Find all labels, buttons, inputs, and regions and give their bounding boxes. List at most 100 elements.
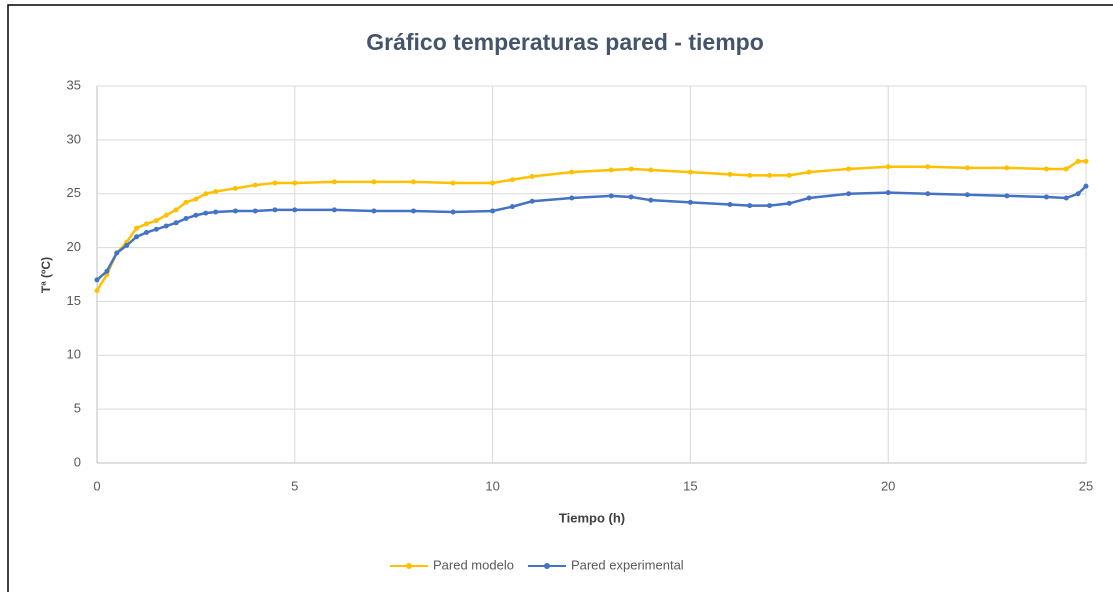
y-tick-label: 35 bbox=[67, 77, 81, 92]
data-point bbox=[509, 177, 515, 183]
data-point bbox=[232, 208, 238, 214]
data-point bbox=[143, 229, 149, 235]
data-point bbox=[628, 166, 634, 172]
data-point bbox=[134, 234, 140, 240]
data-point bbox=[529, 173, 535, 179]
data-point bbox=[272, 207, 278, 213]
y-tick-label: 15 bbox=[67, 293, 81, 308]
data-point bbox=[925, 191, 931, 197]
data-point bbox=[727, 171, 733, 177]
data-point bbox=[173, 207, 179, 213]
data-point bbox=[371, 208, 377, 214]
data-point bbox=[203, 191, 209, 197]
data-point bbox=[1075, 191, 1081, 197]
data-point bbox=[1063, 166, 1069, 172]
data-point bbox=[648, 197, 654, 203]
x-tick-label: 0 bbox=[93, 478, 100, 493]
x-tick-label: 10 bbox=[485, 478, 499, 493]
legend-label: Pared experimental bbox=[571, 557, 684, 572]
data-point bbox=[252, 182, 258, 188]
data-point bbox=[292, 207, 298, 213]
data-point bbox=[925, 164, 931, 170]
data-point bbox=[964, 192, 970, 198]
data-point bbox=[885, 164, 891, 170]
data-point bbox=[687, 199, 693, 205]
data-point bbox=[529, 198, 535, 204]
data-point bbox=[846, 166, 852, 172]
data-point bbox=[213, 209, 219, 215]
data-point bbox=[747, 172, 753, 178]
data-point bbox=[114, 250, 120, 256]
data-point bbox=[450, 209, 456, 215]
data-point bbox=[213, 189, 219, 195]
data-point bbox=[1083, 158, 1089, 164]
data-point bbox=[331, 179, 337, 185]
y-tick-label: 10 bbox=[67, 347, 81, 362]
x-tick-label: 25 bbox=[1079, 478, 1093, 493]
data-point bbox=[727, 201, 733, 207]
data-point bbox=[410, 179, 416, 185]
data-point bbox=[292, 180, 298, 186]
data-point bbox=[1043, 194, 1049, 200]
data-point bbox=[371, 179, 377, 185]
y-tick-label: 20 bbox=[67, 239, 81, 254]
data-point bbox=[450, 180, 456, 186]
data-point bbox=[104, 268, 110, 274]
data-point bbox=[628, 194, 634, 200]
data-point bbox=[806, 195, 812, 201]
data-point bbox=[94, 288, 100, 294]
x-axis-label: Tiempo (h) bbox=[559, 510, 625, 525]
data-point bbox=[509, 204, 515, 210]
data-point bbox=[193, 212, 199, 218]
data-point bbox=[163, 223, 169, 229]
y-tick-label: 30 bbox=[67, 131, 81, 146]
data-point bbox=[846, 191, 852, 197]
data-point bbox=[124, 242, 130, 248]
data-point bbox=[767, 203, 773, 209]
data-point bbox=[490, 180, 496, 186]
data-point bbox=[252, 208, 258, 214]
data-point bbox=[1083, 183, 1089, 189]
data-point bbox=[1004, 193, 1010, 199]
data-point bbox=[569, 195, 575, 201]
chart-frame bbox=[7, 4, 1113, 592]
chart-title: Gráfico temperaturas pared - tiempo bbox=[366, 29, 764, 55]
data-point bbox=[153, 226, 159, 232]
data-point bbox=[786, 172, 792, 178]
x-tick-label: 15 bbox=[683, 478, 697, 493]
y-tick-label: 25 bbox=[67, 185, 81, 200]
y-tick-label: 0 bbox=[74, 454, 81, 469]
legend-label: Pared modelo bbox=[433, 557, 514, 572]
data-point bbox=[1075, 158, 1081, 164]
data-point bbox=[134, 225, 140, 231]
data-point bbox=[94, 277, 100, 283]
data-point bbox=[163, 212, 169, 218]
data-point bbox=[183, 215, 189, 221]
data-point bbox=[331, 207, 337, 213]
data-point bbox=[153, 218, 159, 224]
data-point bbox=[767, 172, 773, 178]
data-point bbox=[648, 167, 654, 173]
data-point bbox=[687, 169, 693, 175]
data-point bbox=[747, 203, 753, 209]
legend-marker bbox=[543, 563, 550, 569]
data-point bbox=[569, 169, 575, 175]
data-point bbox=[964, 165, 970, 171]
legend-marker bbox=[406, 563, 412, 569]
data-point bbox=[786, 200, 792, 206]
data-point bbox=[1004, 165, 1010, 171]
y-axis-label: Tª (ºC) bbox=[39, 257, 53, 293]
x-tick-label: 20 bbox=[881, 478, 895, 493]
data-point bbox=[203, 210, 209, 216]
data-point bbox=[885, 190, 891, 196]
data-point bbox=[183, 199, 189, 205]
data-point bbox=[193, 196, 199, 202]
data-point bbox=[410, 208, 416, 214]
data-point bbox=[232, 185, 238, 191]
data-point bbox=[806, 169, 812, 175]
data-point bbox=[608, 193, 614, 199]
data-point bbox=[1043, 166, 1049, 172]
data-point bbox=[143, 221, 149, 227]
data-point bbox=[173, 220, 179, 226]
